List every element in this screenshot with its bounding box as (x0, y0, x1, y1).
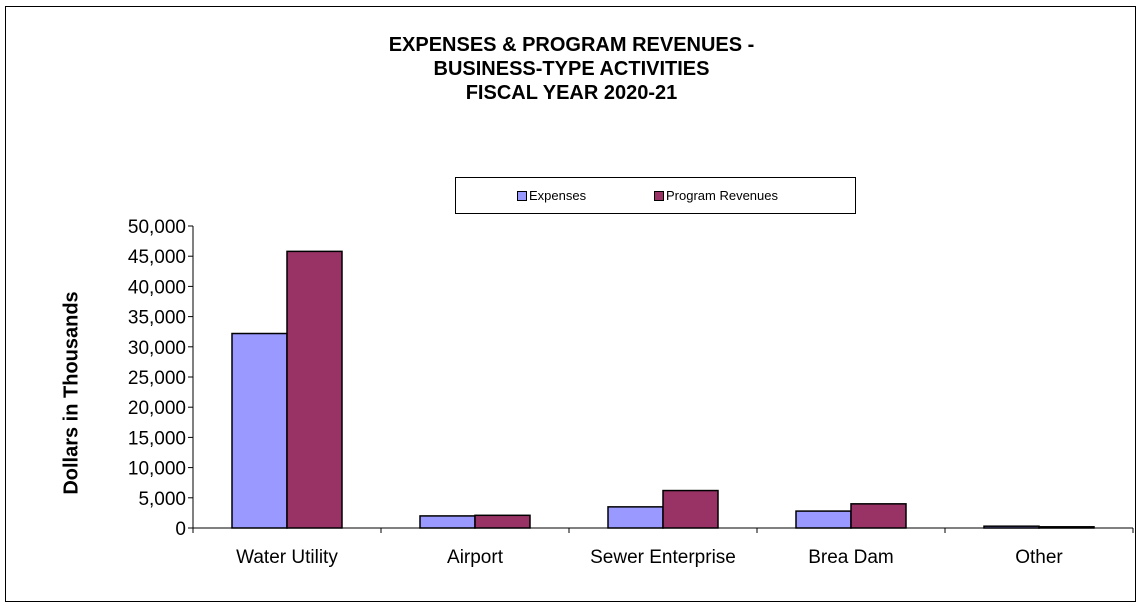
y-tick-label: 10,000 (128, 459, 186, 480)
bar-expenses (419, 515, 476, 529)
y-tick-label: 20,000 (128, 398, 186, 419)
legend-item-program-revenues: Program Revenues (654, 188, 778, 203)
bar-program-revenues (1038, 526, 1095, 529)
y-tick-label: 35,000 (128, 308, 186, 329)
bar-program-revenues (850, 503, 907, 529)
y-tick-label: 25,000 (128, 368, 186, 389)
y-tick-label: 50,000 (128, 217, 186, 238)
legend-label-program-revenues: Program Revenues (666, 188, 778, 203)
x-tick-label: Brea Dam (808, 547, 894, 568)
x-tick-label: Airport (447, 547, 504, 568)
bar-program-revenues (662, 489, 719, 529)
y-tick-label: 40,000 (128, 277, 186, 298)
legend: Expenses Program Revenues (455, 177, 856, 214)
chart-title-line-3: FISCAL YEAR 2020-21 (465, 82, 678, 104)
bar-program-revenues (474, 514, 531, 529)
y-tick-label: 45,000 (128, 247, 186, 268)
bar-expenses (983, 525, 1040, 529)
legend-swatch-expenses (517, 190, 527, 201)
y-tick-label: 5,000 (138, 489, 186, 510)
y-tick-label: 0 (175, 519, 186, 540)
bar-expenses (231, 332, 288, 529)
chart-title-line-1: EXPENSES & PROGRAM REVENUES - (388, 34, 755, 56)
bar-program-revenues (286, 250, 343, 529)
y-tick-label: 30,000 (128, 338, 186, 359)
chart-area (5, 6, 1136, 602)
legend-item-expenses: Expenses (517, 188, 586, 203)
legend-label-expenses: Expenses (529, 188, 587, 203)
chart-title-line-2: BUSINESS-TYPE ACTIVITIES (433, 58, 710, 80)
y-tick-label: 15,000 (128, 428, 186, 449)
x-tick-label: Sewer Enterprise (590, 547, 736, 568)
bar-expenses (795, 510, 852, 529)
bar-expenses (607, 506, 664, 529)
x-tick-label: Water Utility (236, 547, 338, 568)
x-tick-label: Other (1015, 547, 1063, 568)
legend-swatch-program-revenues (654, 190, 664, 201)
